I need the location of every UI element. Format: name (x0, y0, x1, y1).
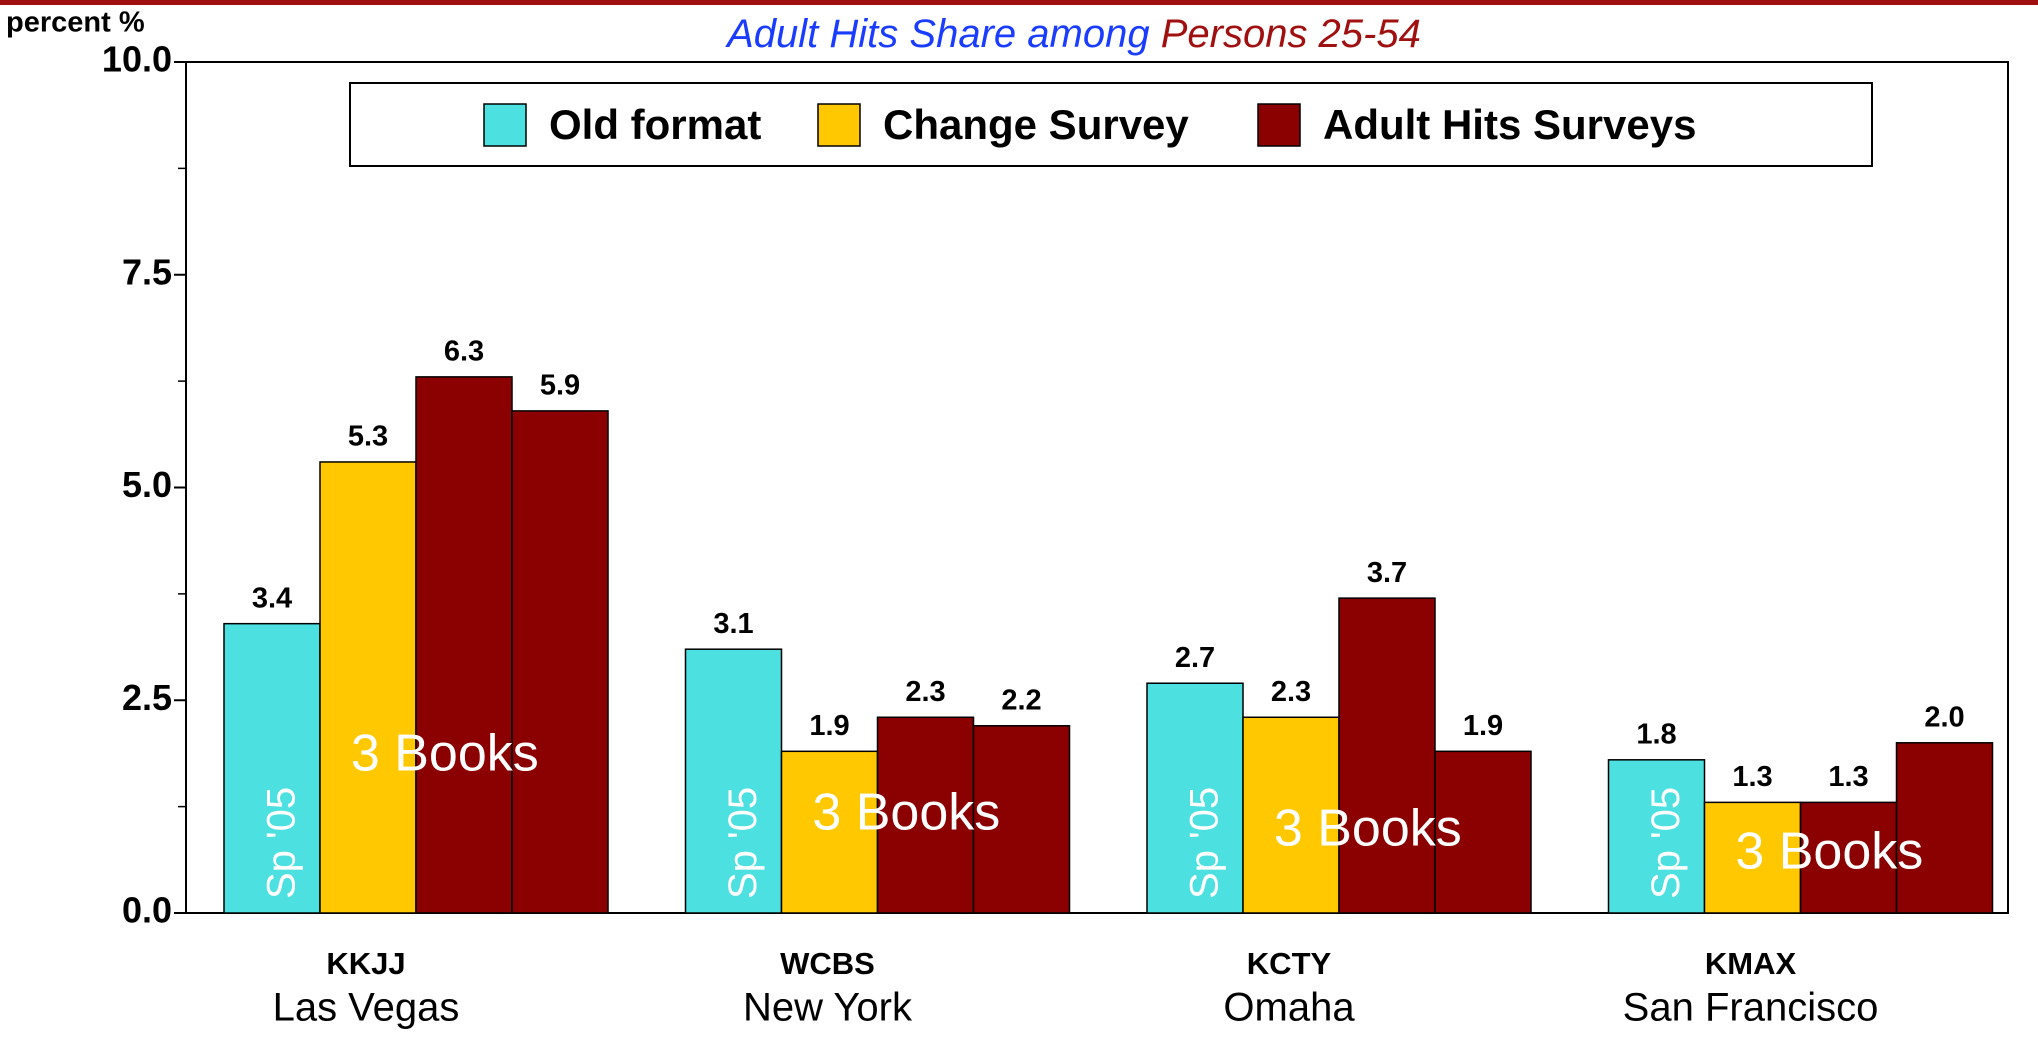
value-label: 1.3 (1828, 761, 1868, 793)
bar (319, 461, 417, 914)
bar (972, 725, 1071, 914)
y-tick-label: 7.5 (122, 251, 172, 292)
x-sub-label: Las Vegas (273, 986, 460, 1030)
title-part: Adult Hits Share among (725, 12, 1149, 56)
title-part: Persons 25-54 (1161, 12, 1421, 56)
bar (780, 750, 879, 914)
legend-swatch (817, 103, 861, 147)
x-tick-label: KCTY (1247, 946, 1332, 981)
bar (1703, 801, 1802, 914)
x-tick-label: WCBS (780, 946, 875, 981)
bar (1242, 716, 1340, 914)
bar (684, 648, 783, 914)
y-tick-label: 5.0 (122, 464, 172, 505)
value-label: 3.1 (713, 608, 753, 640)
bar-annotation: Sp '05 (260, 787, 304, 899)
y-tick-label: 2.5 (122, 677, 172, 718)
legend-swatch (1257, 103, 1301, 147)
chart-title: Adult Hits Share among Persons 25-54 (725, 12, 1421, 56)
value-label: 1.9 (809, 710, 849, 742)
y-axis-label: percent % (6, 7, 145, 39)
value-label: 1.8 (1636, 718, 1676, 750)
bar (1434, 750, 1532, 914)
x-sub-label: New York (743, 986, 913, 1030)
y-tick-label: 10.0 (102, 39, 172, 80)
top-border (0, 0, 2038, 5)
bar (1895, 742, 1994, 914)
value-label: 3.4 (252, 582, 292, 614)
value-label: 1.3 (1732, 761, 1772, 793)
bar-annotation: 3 Books (351, 725, 539, 783)
x-tick-label: KKJJ (326, 946, 405, 981)
x-tick-label: KMAX (1705, 946, 1797, 981)
legend-label: Adult Hits Surveys (1323, 101, 1696, 148)
bar (1146, 682, 1244, 914)
bar (415, 376, 513, 914)
bar-annotation: Sp '05 (1644, 787, 1688, 899)
value-label: 2.3 (1271, 676, 1311, 708)
bar-annotation: 3 Books (1735, 823, 1923, 881)
value-label: 5.3 (348, 421, 388, 453)
bar (511, 410, 609, 914)
bar-annotation: 3 Books (1274, 800, 1462, 858)
value-label: 3.7 (1367, 557, 1407, 589)
value-label: 2.7 (1175, 642, 1215, 674)
value-label: 2.3 (905, 676, 945, 708)
bar (1607, 759, 1706, 914)
bar-annotation: Sp '05 (721, 787, 765, 899)
x-sub-label: Omaha (1223, 986, 1355, 1030)
value-label: 2.0 (1924, 701, 1964, 733)
legend-label: Change Survey (883, 101, 1189, 148)
value-label: 5.9 (540, 370, 580, 402)
bar (1338, 597, 1436, 914)
bar-annotation: Sp '05 (1183, 787, 1227, 899)
value-label: 6.3 (444, 336, 484, 368)
bar-annotation: 3 Books (812, 784, 1000, 842)
x-sub-label: San Francisco (1623, 986, 1879, 1030)
bar (1799, 801, 1898, 914)
y-tick-label: 0.0 (122, 890, 172, 931)
legend-swatch (483, 103, 527, 147)
value-label: 1.9 (1463, 710, 1503, 742)
legend (349, 82, 1873, 167)
bar (876, 716, 975, 914)
legend-label: Old format (549, 101, 761, 148)
value-label: 2.2 (1001, 684, 1041, 716)
